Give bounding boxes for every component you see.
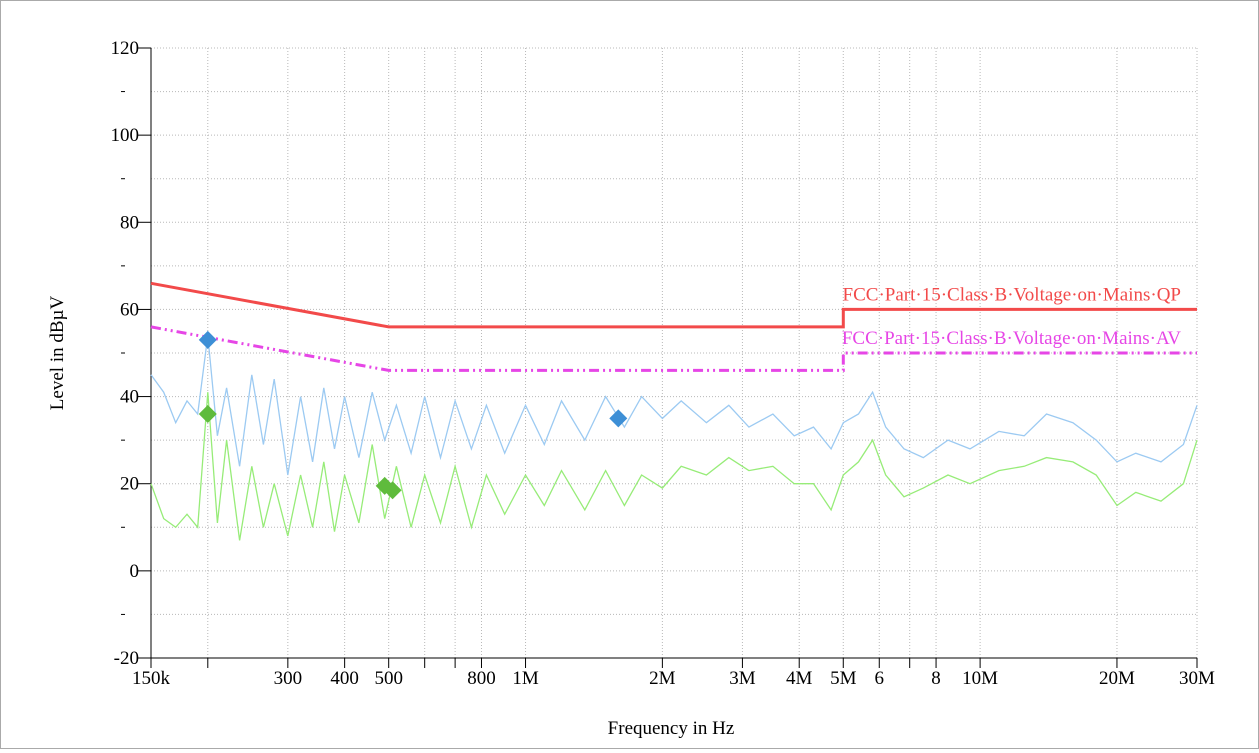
x-tick-label: 30M — [1179, 668, 1215, 689]
trace — [150, 335, 1198, 476]
y-tick-label: 0 — [130, 561, 140, 582]
y-axis-title: Level in dBµV — [47, 296, 68, 411]
x-tick-label: 500 — [374, 668, 403, 689]
x-tick-label: 3M — [729, 668, 756, 689]
marker — [383, 481, 402, 500]
y-tick-label: 60 — [120, 299, 139, 320]
limit-label: FCC·Part·15·Class·B·Voltage·on·Mains·QP — [843, 284, 1181, 305]
x-tick-label: 800 — [467, 668, 496, 689]
y-tick-label: 20 — [120, 474, 139, 495]
marker — [198, 330, 217, 349]
y-tick-label: 120 — [111, 38, 140, 59]
limit-line — [150, 325, 1197, 372]
x-tick-label: 300 — [274, 668, 303, 689]
y-tick-label: -20 — [114, 648, 139, 669]
x-axis-title: Frequency in Hz — [608, 718, 735, 739]
marker — [609, 409, 628, 428]
x-tick-label: 400 — [330, 668, 359, 689]
x-tick-label: 150k — [132, 668, 171, 689]
limit-label: FCC·Part·15·Class·B·Voltage·on·Mains·AV — [842, 328, 1181, 349]
y-tick-label: 40 — [120, 387, 139, 408]
x-tick-label: 4M — [786, 668, 813, 689]
x-tick-label: 5M — [830, 668, 857, 689]
x-tick-label: 8 — [931, 668, 941, 689]
y-tick-label: 100 — [111, 125, 140, 146]
x-tick-label: 2M — [649, 668, 676, 689]
x-tick-label: 1M — [512, 668, 539, 689]
limit-line — [150, 281, 1197, 329]
x-tick-label: 10M — [962, 668, 998, 689]
marker — [198, 405, 217, 423]
x-tick-label: 6 — [875, 668, 885, 689]
y-tick-label: 80 — [120, 212, 139, 233]
x-tick-label: 20M — [1099, 668, 1135, 689]
trace — [150, 392, 1198, 541]
